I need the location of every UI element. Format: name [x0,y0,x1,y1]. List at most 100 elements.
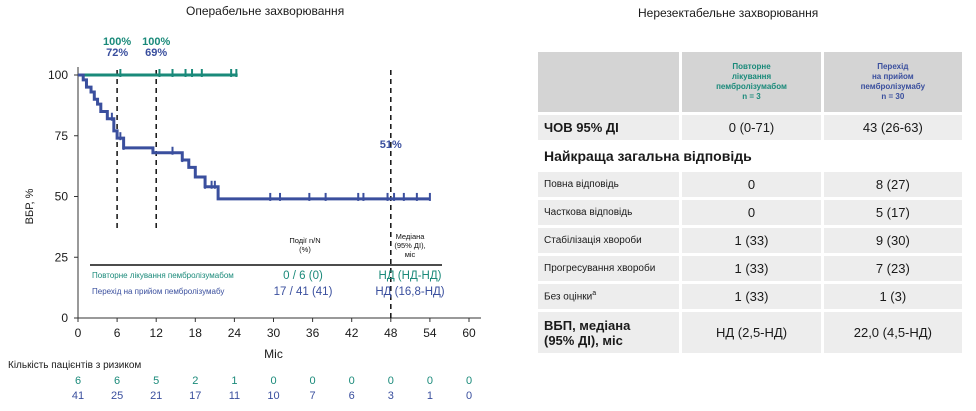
series-line-crossover [78,73,430,201]
value-retreatment: 1 (33) [682,228,821,253]
inset-row-events: 17 / 41 (41) [274,286,333,298]
value-crossover: 8 (27) [823,172,962,197]
table-row: Прогресування хвороби 1 (33) 7 (23) [538,256,962,281]
inset-row-median: НД (НД-НД) [379,270,442,282]
row-label: Стабілізація хвороби [538,228,680,253]
table-row: Часткова відповідь 0 5 (17) [538,200,962,225]
inset-row-events: 0 / 6 (0) [283,270,323,282]
risk-count: 6 [114,375,120,387]
row-label: Повна відповідь [538,172,680,197]
inset-header-median: (95% ДІ), [394,241,425,250]
x-tick-label: 0 [75,326,82,340]
inset-row-label: Перехід на прийом пембролізумабу [92,287,224,296]
risk-table-title: Кількість пацієнтів з ризиком [8,360,141,371]
x-tick-label: 24 [228,326,242,340]
table-row: Найкраща загальна відповідь [538,143,962,169]
x-tick-label: 36 [306,326,320,340]
footnote-marker: a [592,290,597,298]
row-label: Часткова відповідь [538,200,680,225]
value-retreatment: 0 [682,172,821,197]
value-crossover: 43 (26-63) [823,115,962,140]
risk-count: 5 [153,375,159,387]
table-row: Без оцінкиa 1 (33) 1 (3) [538,284,962,309]
risk-count: 3 [388,390,394,402]
risk-count: 1 [427,390,433,402]
landmark-label-green: 100% [142,36,170,48]
y-tick-label: 0 [61,311,68,325]
y-tick-label: 100 [48,68,68,82]
header-retreatment-label: Повторне лікування пембролізумабом n = 3 [716,62,787,101]
value-crossover: 9 (30) [823,228,962,253]
left-panel-title: Операбельне захворювання [186,4,345,18]
x-tick-label: 54 [423,326,437,340]
risk-count: 10 [267,390,279,402]
table-row: Повна відповідь 0 8 (27) [538,172,962,197]
risk-count: 11 [229,390,240,402]
x-axis-label: Міс [264,347,283,361]
inset-header-median: Медіана [396,232,426,241]
table-body: ЧОВ 95% ДІ 0 (0-71) 43 (26-63) Найкраща заг… [538,115,962,353]
risk-count: 0 [466,375,472,387]
header-empty-cell [538,52,680,112]
section-heading: Найкраща загальна відповідь [538,143,962,169]
inset-row-median: НД (16,8-НД) [375,286,444,298]
value-crossover: 22,0 (4,5-НД) [823,312,962,353]
landmark-label-green: 100% [103,36,131,48]
risk-count: 0 [427,375,433,387]
table-row: Стабілізація хвороби 1 (33) 9 (30) [538,228,962,253]
value-crossover: 1 (3) [823,284,962,309]
risk-count: 0 [388,375,394,387]
row-label: ЧОВ 95% ДІ [538,115,680,140]
risk-count: 41 [72,390,84,402]
header-retreatment: Повторне лікування пембролізумабом n = 3 [682,52,821,112]
risk-count: 2 [192,375,198,387]
value-retreatment: 1 (33) [682,284,821,309]
inset-row-label: Повторне лікування пембролізумабом [92,271,234,280]
value-crossover: 7 (23) [823,256,962,281]
table-row: ВБП, медіана (95% ДІ), міс НД (2,5-НД) 22,… [538,312,962,353]
risk-count: 0 [466,390,472,402]
x-tick-label: 18 [189,326,203,340]
value-retreatment: 0 [682,200,821,225]
risk-count: 0 [270,375,276,387]
risk-count: 1 [231,375,237,387]
risk-count: 0 [349,375,355,387]
header-crossover: Перехід на прийом пембролізумабу n = 30 [823,52,962,112]
landmark-label-blue: 69% [145,47,167,59]
value-crossover: 5 (17) [823,200,962,225]
x-tick-label: 6 [114,326,121,340]
landmark-label-blue: 72% [106,47,128,59]
right-panel-title: Нерезектабельне захворювання [638,6,819,20]
y-axis-label: ВБР, % [24,188,36,224]
value-retreatment: 1 (33) [682,256,821,281]
row-label: Прогресування хвороби [538,256,680,281]
header-crossover-label: Перехід на прийом пембролізумабу n = 30 [860,62,926,101]
landmark-label-blue: 51% [380,139,402,151]
risk-count: 17 [189,390,201,402]
value-retreatment: 0 (0-71) [682,115,821,140]
risk-count: 0 [310,375,316,387]
risk-count: 25 [111,390,123,402]
row-label: ВБП, медіана (95% ДІ), міс [538,312,680,353]
y-tick-label: 50 [55,190,69,204]
inset-header-events: Події n/N [289,236,320,245]
row-label: Без оцінкиa [538,284,680,309]
y-tick-label: 75 [55,129,69,143]
x-tick-label: 60 [462,326,476,340]
x-tick-label: 48 [384,326,398,340]
table-row: ЧОВ 95% ДІ 0 (0-71) 43 (26-63) [538,115,962,140]
y-tick-label: 25 [55,250,69,264]
x-tick-label: 42 [345,326,359,340]
risk-count: 7 [310,390,316,402]
inset-header-median: міс [405,250,416,259]
inset-header-events: (%) [299,245,311,254]
x-tick-label: 30 [267,326,281,340]
risk-count: 21 [150,390,162,402]
risk-count: 6 [349,390,355,402]
table-header-row: Повторне лікування пембролізумабом n = 3… [538,52,962,112]
unresectable-results-table: Повторне лікування пембролізумабом n = 3… [535,49,965,356]
value-retreatment: НД (2,5-НД) [682,312,821,353]
risk-count: 6 [75,375,81,387]
x-tick-label: 12 [150,326,164,340]
